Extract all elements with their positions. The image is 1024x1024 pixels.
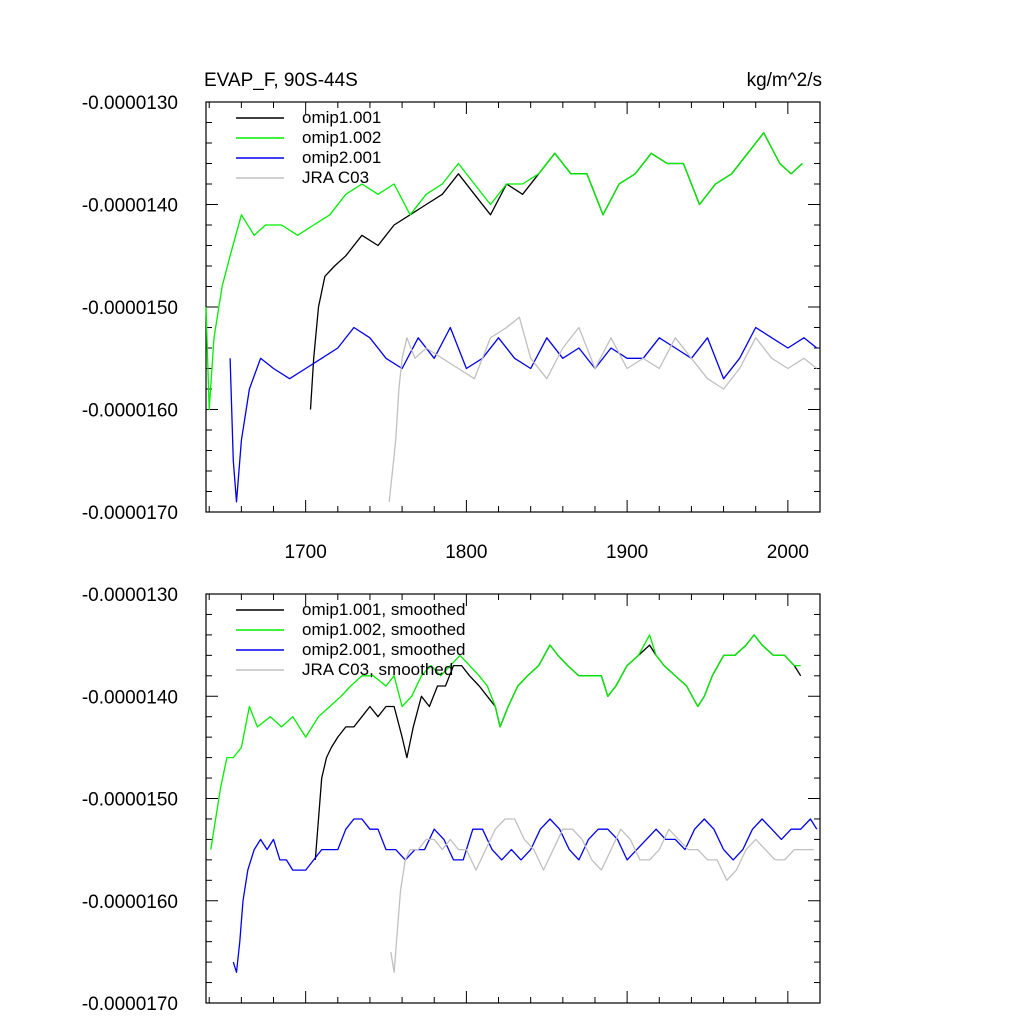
y-tick-label: -0.0000160: [82, 401, 178, 422]
legend-label: JRA C03: [302, 168, 369, 187]
y-tick-label: -0.0000140: [82, 196, 178, 217]
top-panel: EVAP_F, 90S-44S kg/m^2/s -0.0000130 -0.0000…: [82, 70, 822, 563]
legend-label: omip2.001: [302, 148, 381, 167]
legend-label: omip1.001, smoothed: [302, 600, 466, 619]
legend-label: JRA C03, smoothed: [302, 660, 453, 679]
y-tick-label: -0.0000140: [82, 687, 178, 708]
chart-title: EVAP_F, 90S-44S: [204, 70, 358, 91]
units-label: kg/m^2/s: [747, 70, 822, 91]
x-tick-label: 1900: [606, 542, 648, 563]
series-line-omip1-002-smoothed: [210, 634, 801, 850]
legend-label: omip2.001, smoothed: [302, 640, 466, 659]
legend-label: omip1.001: [302, 108, 381, 127]
y-tick-label: -0.0000160: [82, 892, 178, 913]
series-line-jra-c03-smoothed: [390, 818, 814, 973]
series-line-omip1-001: [309, 132, 803, 410]
plot-frame: [205, 101, 821, 513]
legend-label: omip1.002: [302, 128, 381, 147]
x-tick-label: 1700: [285, 542, 327, 563]
y-tick-label: -0.0000150: [82, 790, 178, 811]
x-tick-label: 1800: [445, 542, 487, 563]
series-line-omip1-002: [205, 132, 803, 411]
y-tick-label: -0.0000170: [82, 503, 178, 524]
x-tick-label: 2000: [767, 542, 809, 563]
y-tick-label: -0.0000170: [82, 994, 178, 1015]
y-tick-label: -0.0000150: [82, 298, 178, 319]
y-tick-label: -0.0000130: [82, 93, 178, 114]
legend-label: omip1.002, smoothed: [302, 620, 466, 639]
y-tick-label: -0.0000130: [82, 585, 178, 606]
series-line-jra-c03: [388, 316, 818, 502]
series-line-omip2-001: [229, 326, 818, 503]
bottom-panel: -0.0000130 -0.0000140 -0.0000150 -0.0000160…: [82, 585, 821, 1015]
series-line-omip2-001-smoothed: [232, 818, 818, 973]
